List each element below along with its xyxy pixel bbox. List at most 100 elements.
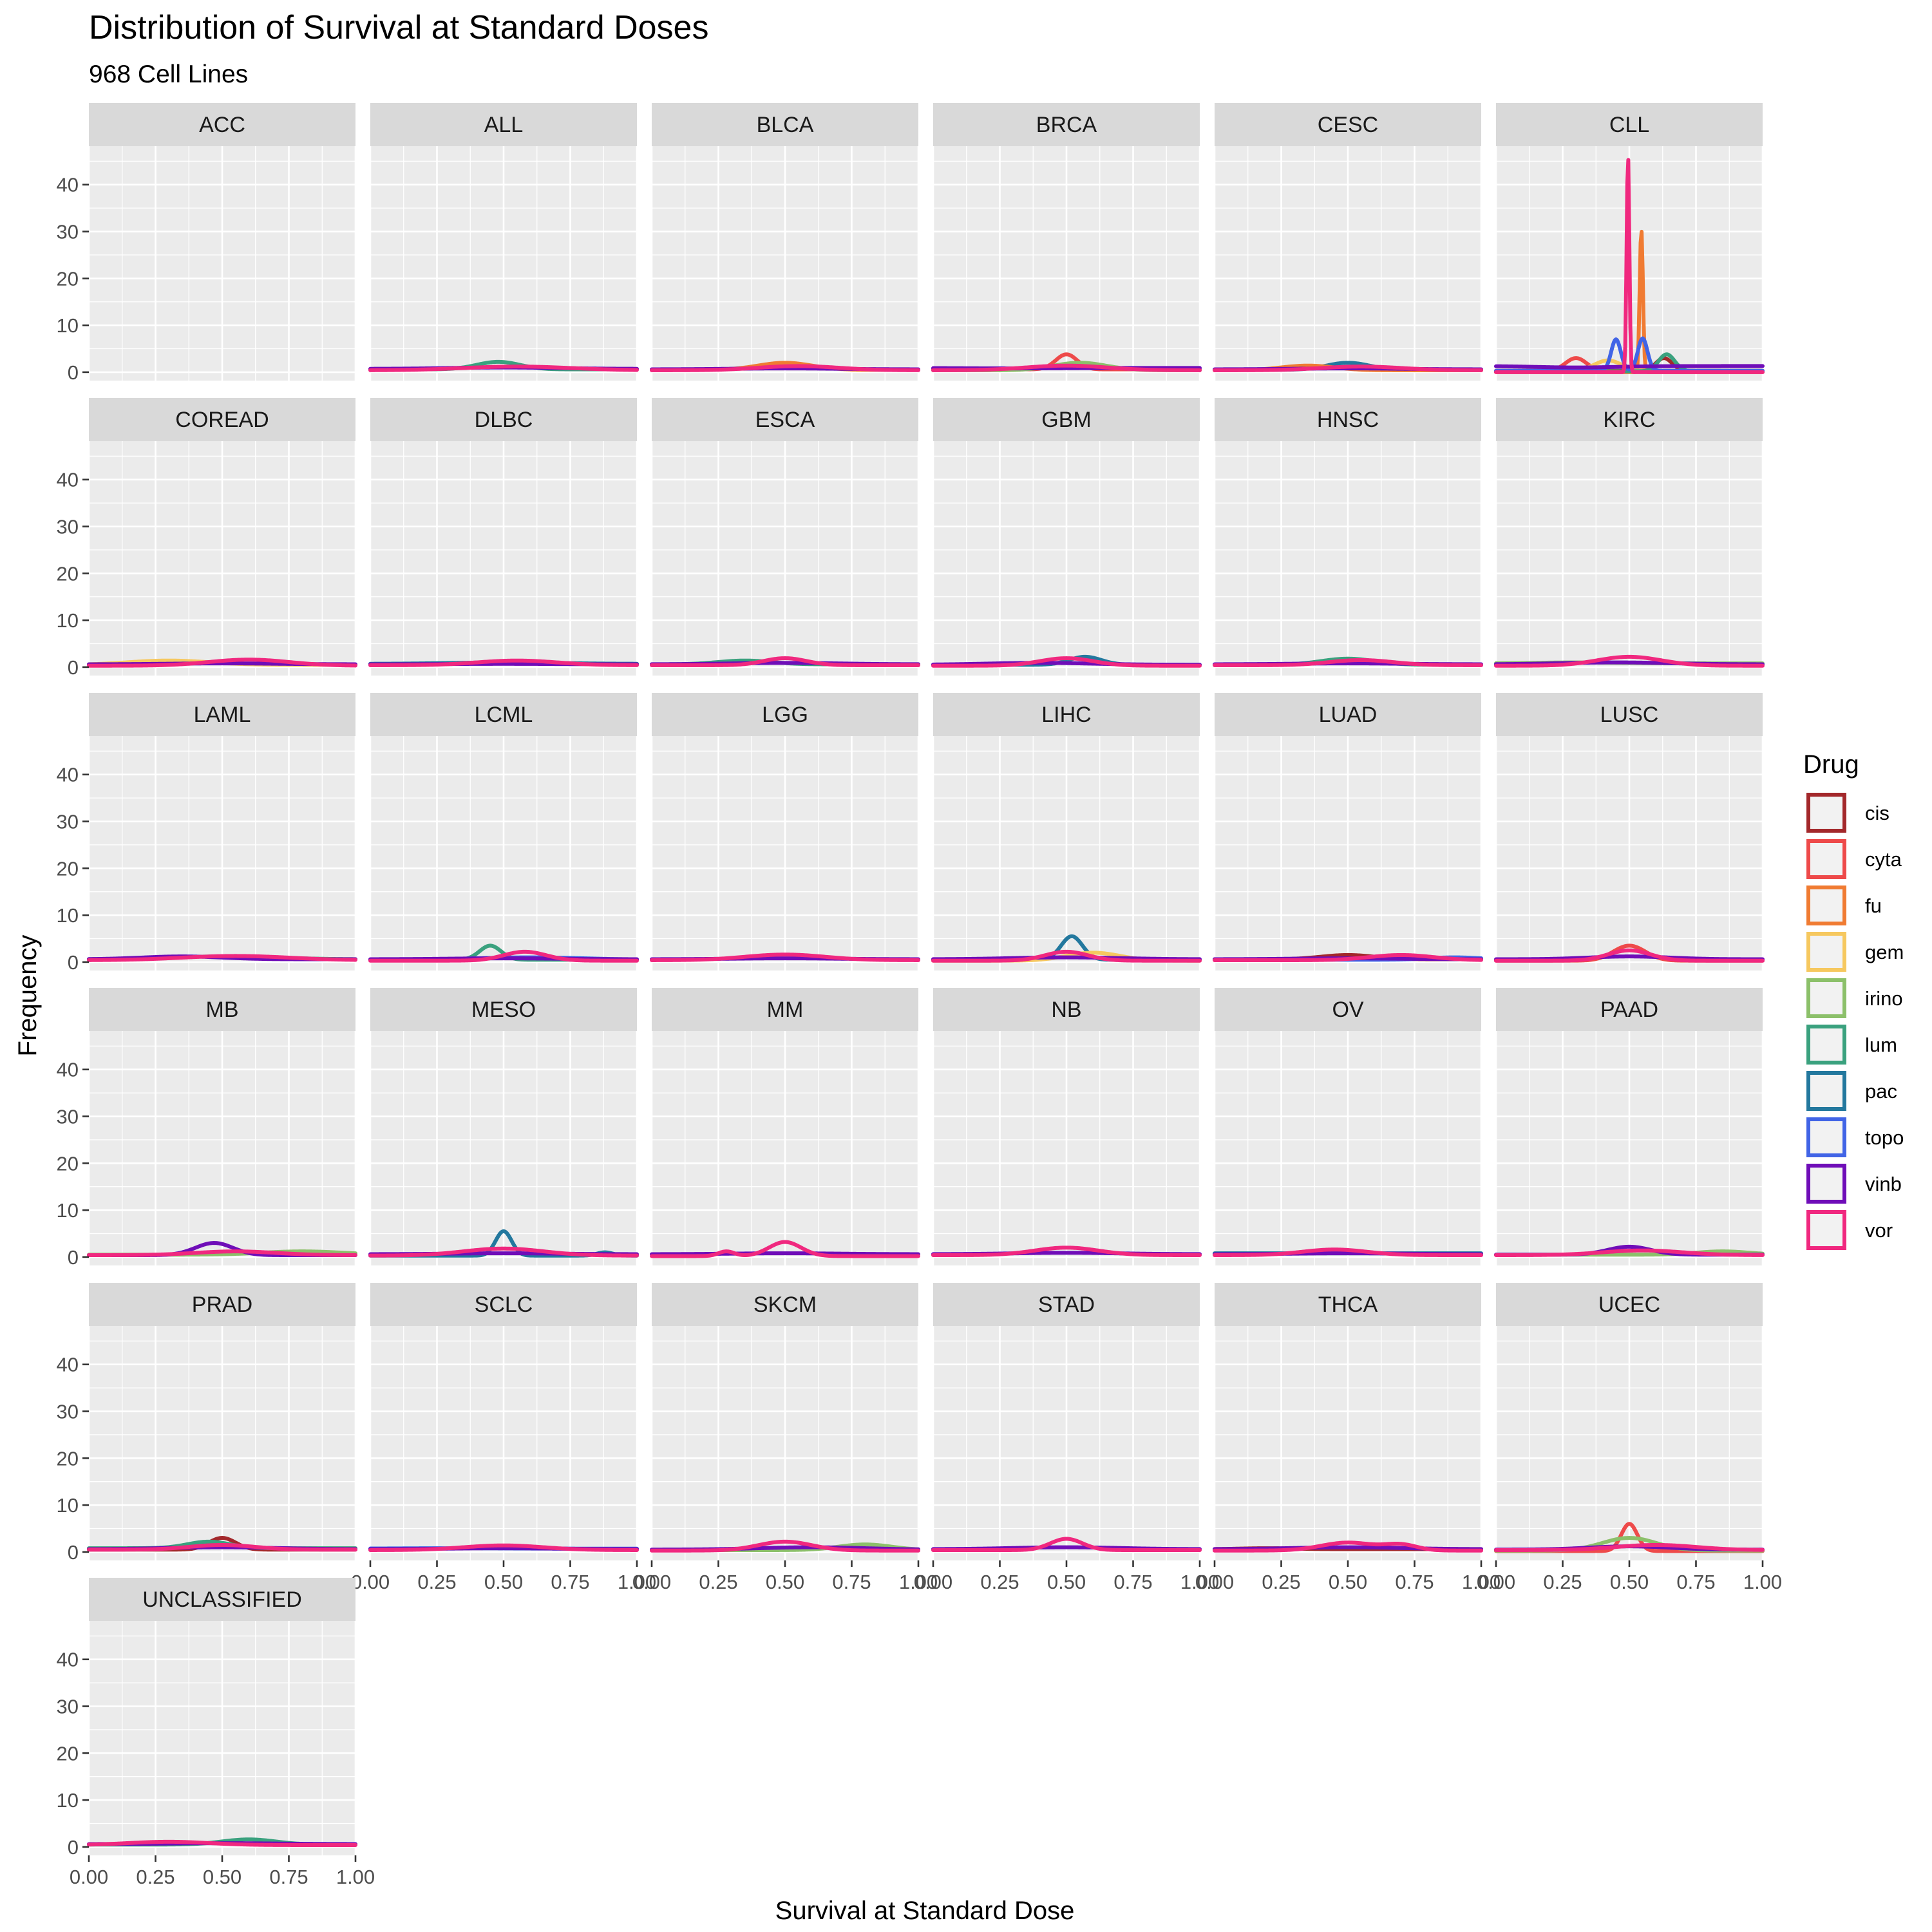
strip-label-paad: PAAD — [1600, 998, 1658, 1022]
panel-dlbc: DLBC — [368, 398, 639, 676]
density-curve-vinb-cll — [1494, 364, 1765, 370]
legend-item-vor: vor — [1806, 1210, 1893, 1250]
legend-key-pac — [1806, 1071, 1846, 1111]
density-curve-vor-prad — [87, 1542, 357, 1552]
strip-label-luad: LUAD — [1319, 703, 1378, 727]
legend-title: Drug — [1803, 750, 1859, 779]
strip-label-lihc: LIHC — [1041, 703, 1091, 727]
y-tick-label: 10 — [57, 1494, 79, 1517]
y-tick-label: 0 — [68, 1836, 79, 1859]
y-tick-label: 10 — [57, 314, 79, 337]
strip-label-brca: BRCA — [1036, 113, 1097, 137]
legend-label-gem: gem — [1865, 941, 1904, 963]
legend-item-pac: pac — [1806, 1071, 1897, 1111]
density-curve-vor-gbm — [931, 656, 1202, 668]
y-tick-label: 0 — [68, 656, 79, 679]
legend-key-fu — [1806, 886, 1846, 925]
legend-item-lum: lum — [1806, 1025, 1897, 1065]
strip-bg-lcml — [370, 693, 637, 736]
strip-bg-thca — [1215, 1283, 1481, 1326]
panel-sclc: SCLC 0.00 0.25 0.50 0.75 1.00 — [351, 1283, 656, 1593]
legend-key-vor — [1806, 1210, 1846, 1250]
strip-label-cesc: CESC — [1318, 113, 1378, 137]
panel-lihc: LIHC — [931, 693, 1202, 971]
strip-label-laml: LAML — [194, 703, 251, 727]
density-curve-vor-ucec — [1494, 1542, 1765, 1552]
x-tick-label: 0.25 — [136, 1866, 175, 1888]
x-tick-label: 0.25 — [699, 1571, 737, 1593]
strip-bg-luad — [1215, 693, 1481, 736]
panel-cll: CLL — [1494, 103, 1765, 381]
x-tick-label: 0.50 — [1047, 1571, 1086, 1593]
y-tick-label: 10 — [57, 904, 79, 927]
density-curve-vor-sclc — [368, 1543, 639, 1552]
x-tick-label: 0.00 — [1195, 1571, 1234, 1593]
x-tick-label: 0.75 — [269, 1866, 308, 1888]
strip-bg-prad — [89, 1283, 355, 1326]
strip-label-lcml: LCML — [475, 703, 533, 727]
density-curve-vor-unclassified — [87, 1839, 357, 1847]
x-tick-label: 0.75 — [1113, 1571, 1152, 1593]
x-tick-label: 1.00 — [336, 1866, 375, 1888]
panel-hnsc: HNSC — [1213, 398, 1483, 676]
strip-bg-laml — [89, 693, 355, 736]
strip-label-meso: MESO — [471, 998, 536, 1022]
panel-stad: STAD 0.00 0.25 0.50 0.75 1.00 — [914, 1283, 1219, 1593]
panel-lusc: LUSC — [1494, 693, 1765, 971]
y-tick-label: 40 — [57, 1649, 79, 1671]
panel-ov: OV — [1213, 988, 1483, 1265]
panel-nb: NB — [931, 988, 1202, 1265]
panel-meso: MESO — [368, 988, 639, 1265]
strip-label-hnsc: HNSC — [1317, 408, 1379, 432]
strip-label-coread: COREAD — [175, 408, 269, 432]
legend-key-gem — [1806, 932, 1846, 972]
legend-key-vinb — [1806, 1164, 1846, 1204]
strip-bg-blca — [652, 103, 918, 146]
density-curve-vor-all — [368, 365, 639, 372]
strip-label-prad: PRAD — [192, 1293, 252, 1317]
strip-label-cll: CLL — [1609, 113, 1649, 137]
x-tick-label: 0.50 — [766, 1571, 804, 1593]
x-axis-title: Survival at Standard Dose — [775, 1897, 1075, 1925]
y-tick-label: 0 — [68, 951, 79, 974]
density-curve-vor-stad — [931, 1537, 1202, 1552]
panel-kirc: KIRC — [1494, 398, 1765, 676]
legend-label-fu: fu — [1865, 895, 1882, 917]
legend-label-pac: pac — [1865, 1080, 1897, 1103]
strip-label-stad: STAD — [1038, 1293, 1095, 1317]
density-curve-vor-nb — [931, 1245, 1202, 1257]
strip-bg-mm — [652, 988, 918, 1031]
chart-subtitle: 968 Cell Lines — [89, 61, 248, 88]
panel-ucec: UCEC 0.00 0.25 0.50 0.75 1.00 — [1477, 1283, 1782, 1593]
strip-label-dlbc: DLBC — [475, 408, 533, 432]
strip-label-nb: NB — [1051, 998, 1081, 1022]
y-tick-label: 20 — [57, 267, 79, 290]
y-tick-label: 30 — [57, 1400, 79, 1423]
density-curve-vor-coread — [87, 658, 357, 668]
strip-label-lgg: LGG — [762, 703, 808, 727]
legend-label-lum: lum — [1865, 1034, 1897, 1056]
legend-item-vinb: vinb — [1806, 1164, 1902, 1204]
legend-key-cis — [1806, 793, 1846, 833]
panel-gbm: GBM — [931, 398, 1202, 676]
legend-item-cis: cis — [1806, 793, 1889, 833]
x-tick-label: 0.00 — [632, 1571, 671, 1593]
x-tick-label: 0.50 — [484, 1571, 523, 1593]
strip-label-mb: MB — [206, 998, 239, 1022]
density-curve-vor-mb — [87, 1249, 357, 1257]
y-tick-label: 30 — [57, 810, 79, 833]
panel-all: ALL — [368, 103, 639, 381]
y-tick-label: 40 — [57, 469, 79, 491]
panel-thca: THCA 0.00 0.25 0.50 0.75 1.00 — [1195, 1283, 1501, 1593]
y-tick-label: 20 — [57, 1152, 79, 1175]
strip-label-kirc: KIRC — [1603, 408, 1655, 432]
x-tick-label: 0.75 — [551, 1571, 589, 1593]
strip-label-ov: OV — [1332, 998, 1363, 1022]
panel-brca: BRCA — [931, 103, 1202, 381]
density-curve-vor-lihc — [931, 949, 1202, 963]
x-tick-label: 1.00 — [1180, 1571, 1219, 1593]
strip-label-acc: ACC — [199, 113, 245, 137]
strip-label-lusc: LUSC — [1600, 703, 1659, 727]
density-curve-vor-kirc — [1494, 654, 1765, 668]
